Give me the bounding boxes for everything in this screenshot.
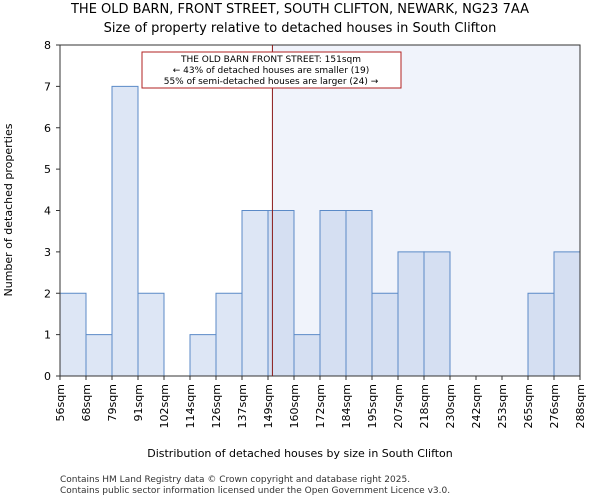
- x-tick-label-230sqm: 230sqm: [444, 384, 457, 428]
- y-tick-label-0: 0: [44, 370, 51, 383]
- bar-137sqm: [241, 210, 269, 377]
- x-tick-label-56sqm: 56sqm: [54, 384, 67, 421]
- bar-114sqm: [189, 334, 217, 377]
- x-tick-label-276sqm: 276sqm: [548, 384, 561, 428]
- x-axis-ticks: 56sqm 68sqm 79sqm 91sqm 102sqm 114sqm 126sqm 13…: [54, 376, 587, 428]
- y-tick-label-5: 5: [44, 163, 51, 176]
- annotation-line-1: THE OLD BARN FRONT STREET: 151sqm: [180, 55, 361, 65]
- bar-218sqm: [423, 251, 451, 377]
- x-tick-label-288sqm: 288sqm: [574, 384, 587, 428]
- bar-68sqm: [85, 334, 113, 377]
- x-tick-label-160sqm: 160sqm: [288, 384, 301, 428]
- bar-207sqm: [397, 251, 425, 377]
- annotation-line-3: 55% of semi-detached houses are larger (…: [164, 77, 379, 87]
- footer-line-2: Contains public sector information licen…: [60, 486, 450, 496]
- bar-91sqm: [137, 292, 165, 377]
- x-tick-label-79sqm: 79sqm: [106, 384, 119, 421]
- y-axis-label: Number of detached properties: [2, 123, 15, 296]
- x-tick-label-114sqm: 114sqm: [184, 384, 197, 428]
- bar-56sqm: [59, 292, 87, 377]
- footer-line-1: Contains HM Land Registry data © Crown c…: [60, 475, 410, 485]
- bars-group: [59, 85, 581, 377]
- bar-195sqm: [371, 292, 399, 377]
- bar-265sqm: [527, 292, 555, 377]
- x-tick-label-242sqm: 242sqm: [470, 384, 483, 428]
- bar-79sqm: [111, 85, 139, 377]
- x-tick-label-253sqm: 253sqm: [496, 384, 509, 428]
- x-tick-label-218sqm: 218sqm: [418, 384, 431, 428]
- y-tick-label-3: 3: [44, 246, 51, 259]
- x-tick-label-149sqm: 149sqm: [262, 384, 275, 428]
- annotation-line-2: ← 43% of detached houses are smaller (19…: [173, 66, 370, 76]
- x-tick-label-137sqm: 137sqm: [236, 384, 249, 428]
- y-tick-label-6: 6: [44, 122, 51, 135]
- bar-160sqm: [293, 334, 321, 377]
- x-tick-label-184sqm: 184sqm: [340, 384, 353, 428]
- x-tick-label-195sqm: 195sqm: [366, 384, 379, 428]
- y-axis-ticks: 0 1 2 3 4 5 6 7 8: [44, 39, 60, 383]
- bar-126sqm: [215, 292, 243, 377]
- x-tick-label-126sqm: 126sqm: [210, 384, 223, 428]
- x-tick-label-172sqm: 172sqm: [314, 384, 327, 428]
- annotation-box: THE OLD BARN FRONT STREET: 151sqm ← 43% …: [141, 51, 402, 89]
- bar-172sqm: [319, 210, 347, 377]
- annotation-frame: [141, 51, 402, 89]
- y-tick-label-2: 2: [44, 287, 51, 300]
- bar-276sqm: [553, 251, 581, 377]
- x-tick-label-102sqm: 102sqm: [158, 384, 171, 428]
- x-tick-label-265sqm: 265sqm: [522, 384, 535, 428]
- y-tick-label-4: 4: [44, 205, 51, 218]
- chart-title: THE OLD BARN, FRONT STREET, SOUTH CLIFTO…: [70, 2, 529, 17]
- bar-184sqm: [345, 210, 373, 377]
- bar-149sqm: [267, 210, 295, 377]
- x-tick-label-207sqm: 207sqm: [392, 384, 405, 428]
- chart-subtitle: Size of property relative to detached ho…: [104, 21, 497, 36]
- x-axis-label: Distribution of detached houses by size …: [147, 447, 453, 460]
- y-tick-label-1: 1: [44, 329, 51, 342]
- y-tick-label-8: 8: [44, 39, 51, 52]
- x-tick-label-91sqm: 91sqm: [132, 384, 145, 421]
- x-tick-label-68sqm: 68sqm: [80, 384, 93, 421]
- y-tick-label-7: 7: [44, 80, 51, 93]
